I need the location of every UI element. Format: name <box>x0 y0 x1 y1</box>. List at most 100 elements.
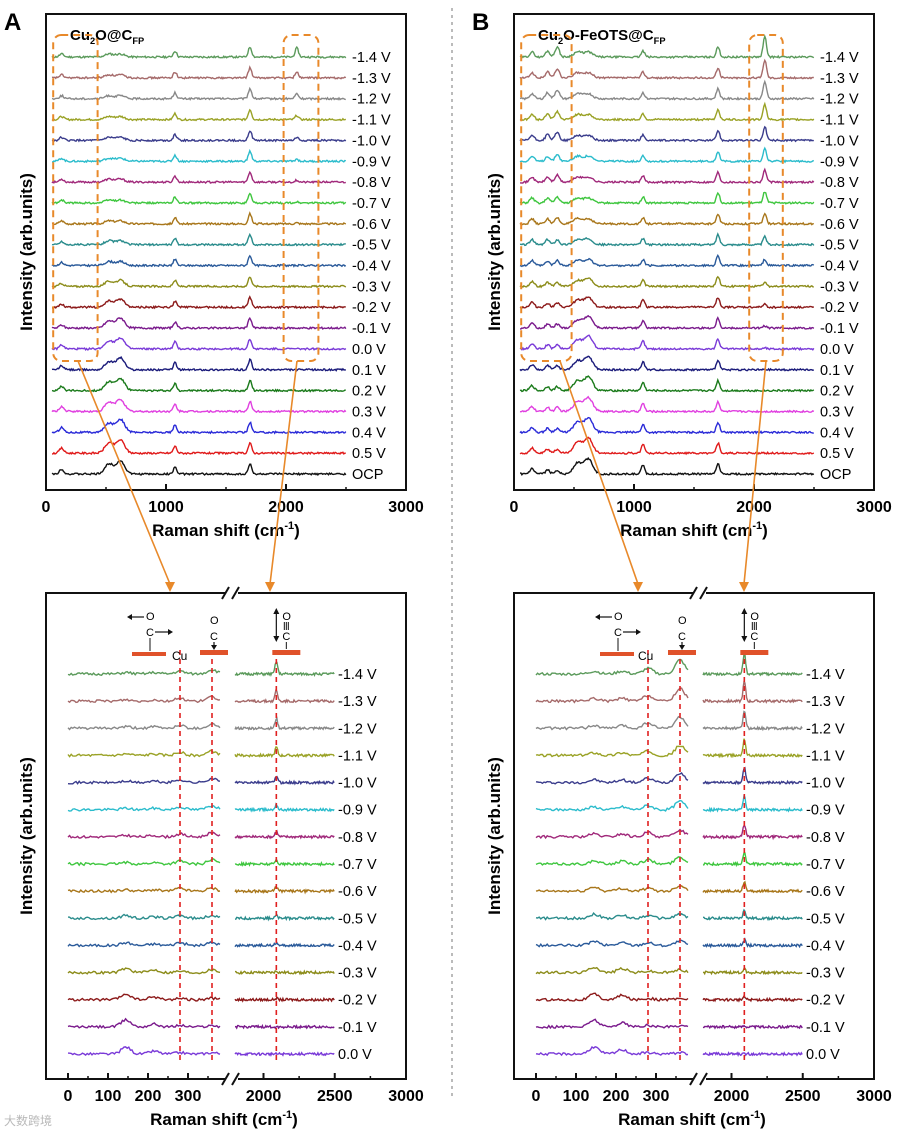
x-axis-label-part: ) <box>294 521 300 540</box>
connector-line <box>269 360 298 585</box>
series-line <box>535 715 689 731</box>
oxygen-atom-label: O <box>210 615 219 627</box>
series-label: -0.2 V <box>806 993 845 1009</box>
series-line <box>535 1018 689 1030</box>
series-label: 0.1 V <box>352 363 386 379</box>
x-tick-label: 2500 <box>785 1088 821 1105</box>
electrode-bar <box>132 652 166 656</box>
series-line <box>519 296 815 310</box>
connector-arrow-head <box>165 582 175 592</box>
chart-title: Cu2O-FeOTS@CFP <box>538 27 666 46</box>
arrow-head <box>168 629 173 635</box>
arrow-head <box>273 636 280 642</box>
series-label: 0.3 V <box>352 404 386 420</box>
chart-title-part: O@C <box>95 27 132 44</box>
series-label: -0.2 V <box>820 300 859 316</box>
x-tick-label: 0 <box>64 1088 73 1105</box>
x-tick-label: 200 <box>603 1088 630 1105</box>
x-tick-label: 2500 <box>317 1088 353 1105</box>
series-line <box>535 939 689 948</box>
electrode-bar <box>272 650 301 655</box>
series-line <box>51 276 347 289</box>
x-axis-label: Raman shift (cm-1) <box>620 520 768 540</box>
series-line <box>519 125 814 143</box>
panel-label: B <box>472 9 489 36</box>
series-line <box>702 679 803 704</box>
series-line <box>51 65 347 80</box>
series-line <box>519 58 814 80</box>
series-label: -1.2 V <box>806 721 845 737</box>
series-line <box>519 275 814 289</box>
series-line <box>535 885 689 893</box>
series-line <box>67 913 221 921</box>
series-line <box>234 996 335 1003</box>
series-line <box>51 232 346 247</box>
x-axis-label-part: ) <box>762 521 768 540</box>
series-line <box>51 192 347 205</box>
series-label: -0.1 V <box>338 1020 377 1036</box>
series-line <box>702 710 803 732</box>
series-line <box>51 398 347 414</box>
series-label: -0.7 V <box>338 857 377 873</box>
chart-title-sub: 2 <box>558 36 563 46</box>
series-label: 0.5 V <box>352 446 386 462</box>
axis-break-mark <box>231 586 240 600</box>
series-label: -0.4 V <box>806 938 845 954</box>
y-axis-label: Intensity (arb.units) <box>485 173 504 331</box>
series-label: -1.1 V <box>820 113 859 129</box>
series-line <box>234 885 335 895</box>
series-label: 0.0 V <box>352 342 386 358</box>
series-line <box>520 314 815 331</box>
series-label: 0.3 V <box>820 404 854 420</box>
series-line <box>702 793 803 813</box>
x-axis-label-sup: -1 <box>282 1109 292 1121</box>
axis-break-mark <box>699 586 708 600</box>
series-line <box>51 211 347 226</box>
arrow-head <box>679 645 685 650</box>
series-line <box>519 212 814 227</box>
electrode-bar <box>600 652 634 656</box>
chart-title-sub: FP <box>654 36 666 46</box>
series-line <box>520 456 815 477</box>
x-tick-label: 1000 <box>616 499 652 516</box>
series-label: 0.0 V <box>820 342 854 358</box>
series-line <box>702 852 803 868</box>
series-line <box>67 1017 221 1030</box>
series-line <box>67 722 221 731</box>
series-line <box>234 1023 335 1030</box>
series-line <box>519 34 815 60</box>
series-label: -0.7 V <box>820 196 859 212</box>
series-label: -0.9 V <box>352 154 391 170</box>
arrow-head <box>211 645 217 650</box>
carbon-atom-label: C <box>210 631 218 643</box>
axis-break-mark <box>221 586 230 600</box>
x-tick-label: 2000 <box>246 1088 282 1105</box>
series-line <box>535 772 689 785</box>
series-label: -1.0 V <box>338 776 377 792</box>
series-label: 0.4 V <box>352 425 386 441</box>
series-line <box>52 148 347 164</box>
series-label: -1.2 V <box>352 92 391 108</box>
series-line <box>535 856 689 866</box>
series-label: -0.5 V <box>806 911 845 927</box>
series-line <box>234 775 335 786</box>
arrow-head <box>636 629 641 635</box>
series-line <box>67 831 221 840</box>
series-line <box>520 167 815 185</box>
series-label: -0.2 V <box>352 300 391 316</box>
chart-title: Cu2O@CFP <box>70 27 144 46</box>
series-label: -0.9 V <box>338 803 377 819</box>
connector-arrow-head <box>265 582 275 592</box>
x-axis-label-part: ) <box>760 1110 766 1129</box>
series-line <box>234 858 335 867</box>
series-label: -0.1 V <box>806 1020 845 1036</box>
series-line <box>67 695 221 704</box>
series-label: -0.6 V <box>338 884 377 900</box>
series-label: -0.7 V <box>352 196 391 212</box>
series-line <box>67 777 221 785</box>
series-label: -1.0 V <box>806 776 845 792</box>
connector-arrow-head <box>633 582 643 592</box>
oxygen-atom-label: O <box>750 611 759 623</box>
series-label: -0.1 V <box>820 321 859 337</box>
series-line <box>702 738 803 759</box>
